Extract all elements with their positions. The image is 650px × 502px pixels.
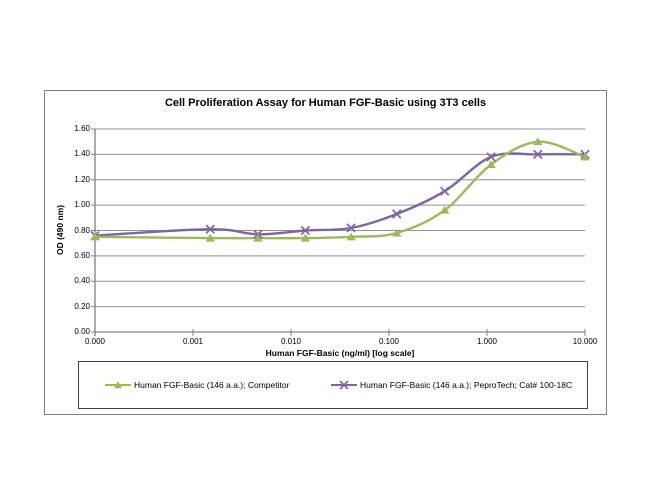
- data-point-marker: [392, 228, 402, 237]
- legend-label-peprotech: Human FGF-Basic (146 a.a.); PeproTech; C…: [360, 380, 573, 390]
- data-point-marker: [486, 160, 496, 169]
- data-point-marker: [392, 209, 402, 219]
- legend-entry-peprotech: Human FGF-Basic (146 a.a.); PeproTech; C…: [331, 380, 572, 390]
- x-axis-title: Human FGF-Basic (ng/ml) [log scale]: [265, 348, 415, 358]
- data-point-marker: [439, 186, 450, 196]
- y-axis-title: OD (490 nm): [55, 204, 65, 256]
- data-point-marker: [580, 152, 590, 161]
- data-point-marker: [533, 149, 543, 160]
- data-point-marker: [205, 233, 215, 242]
- legend-x-glyph: [339, 380, 349, 390]
- chart-frame: [44, 90, 607, 415]
- data-point-marker: [439, 205, 450, 214]
- legend-marker-triangle-icon: [105, 381, 131, 389]
- series-line: [93, 152, 587, 237]
- data-point-marker: [533, 137, 543, 146]
- legend-triangle-glyph: [114, 381, 122, 389]
- legend-marker-x-icon: [331, 380, 357, 390]
- data-point-marker: [300, 233, 311, 242]
- data-point-marker: [300, 225, 311, 236]
- data-point-marker: [253, 233, 263, 242]
- data-point-marker: [346, 223, 356, 233]
- data-point-marker: [90, 232, 100, 241]
- data-point-marker: [486, 152, 496, 162]
- series-line: [93, 140, 587, 240]
- legend: Human FGF-Basic (146 a.a.); Competitor H…: [78, 361, 588, 409]
- legend-entry-competitor: Human FGF-Basic (146 a.a.); Competitor: [105, 380, 289, 390]
- chart-title: Cell Proliferation Assay for Human FGF-B…: [164, 97, 487, 109]
- legend-label-competitor: Human FGF-Basic (146 a.a.); Competitor: [134, 380, 290, 390]
- data-point-marker: [205, 224, 215, 234]
- data-point-marker: [346, 232, 356, 241]
